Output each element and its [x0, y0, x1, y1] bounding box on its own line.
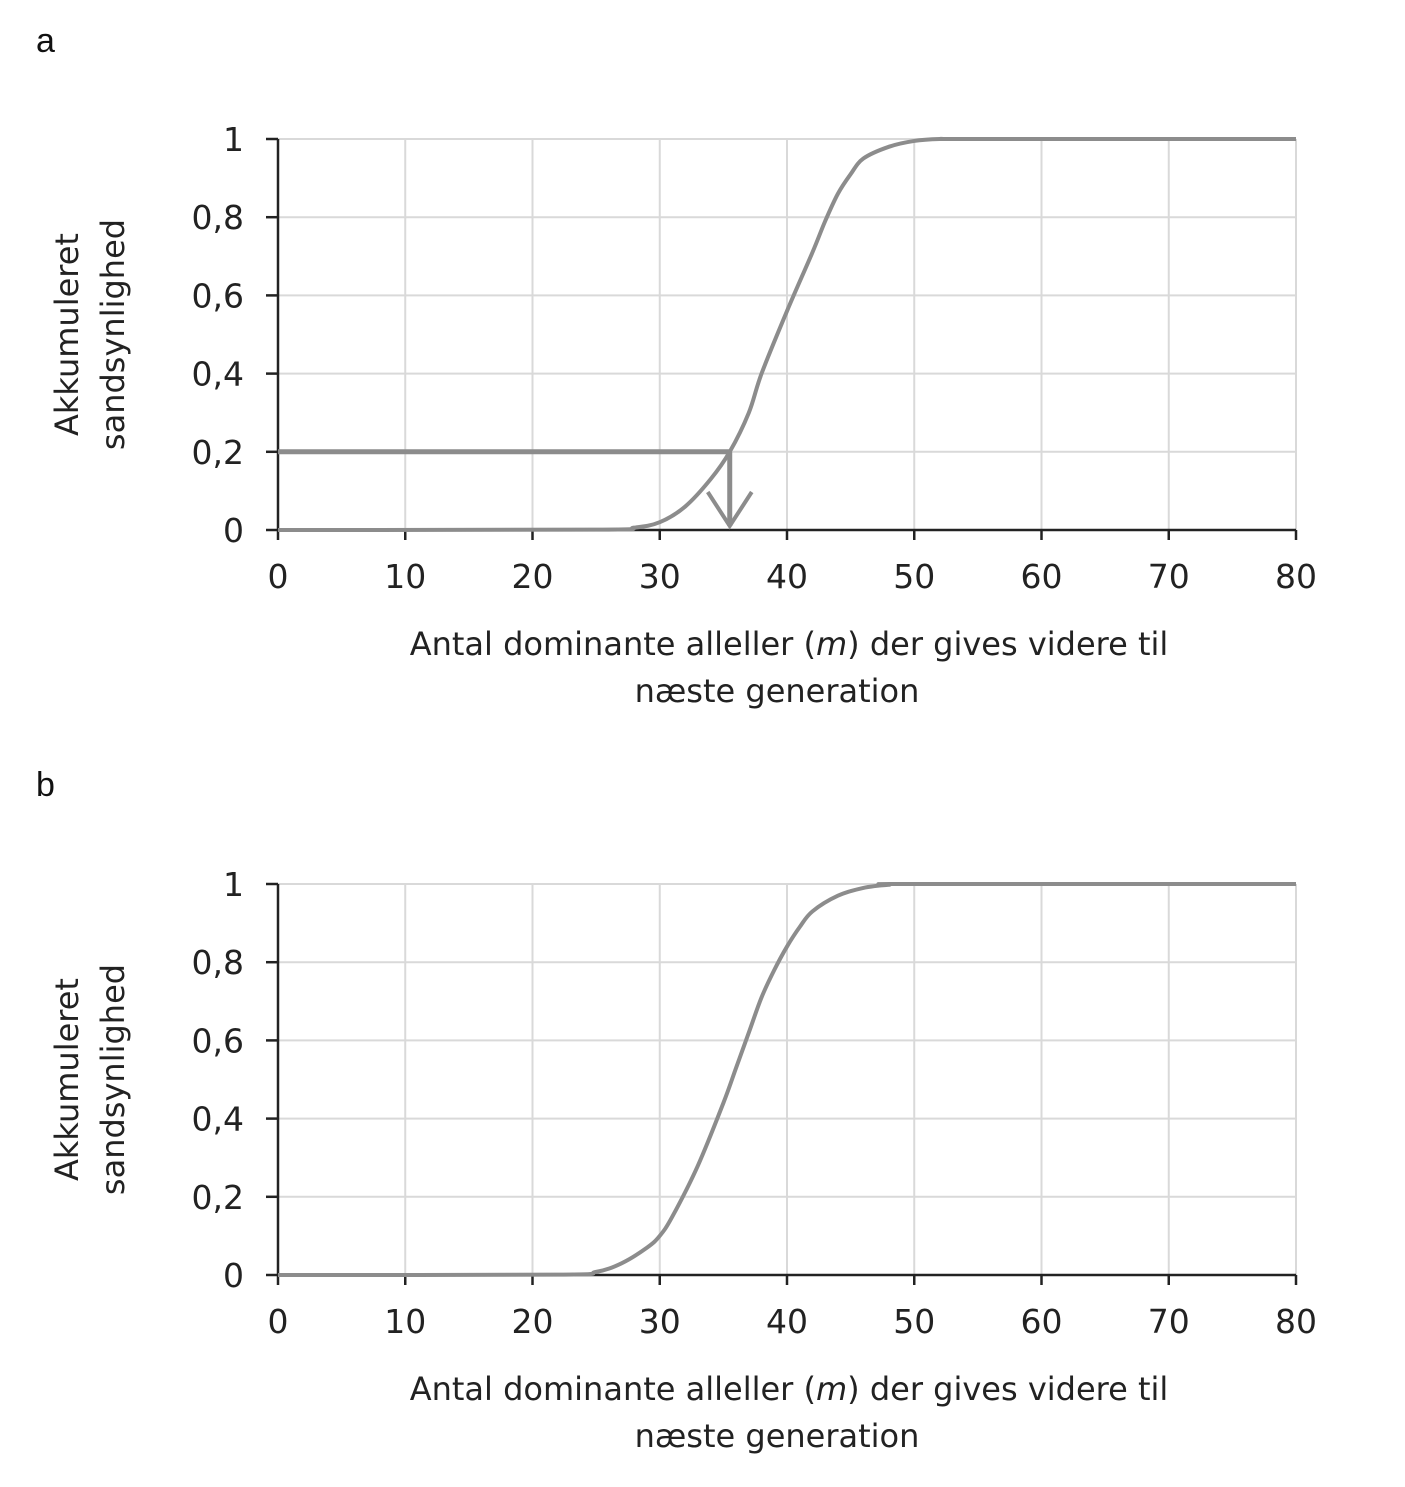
x-axis-label-post: ) der gives videre til: [847, 625, 1168, 663]
x-tick-label: 30: [639, 557, 681, 596]
x-tick-label: 80: [1275, 1302, 1317, 1341]
x-axis-label-pre: Antal dominante alleller (: [410, 1370, 816, 1408]
x-tick-label: 40: [766, 557, 808, 596]
x-tick-label: 70: [1148, 1302, 1190, 1341]
x-axis-label: Antal dominante alleller (m) der gives v…: [410, 625, 1169, 663]
x-axis-label: Antal dominante alleller (m) der gives v…: [410, 1370, 1169, 1408]
x-tick-label: 50: [893, 557, 935, 596]
y-tick-label: 0,4: [192, 355, 244, 394]
y-axis-label-line2: sandsynlighed: [94, 964, 132, 1195]
x-tick-label: 60: [1021, 1302, 1063, 1341]
y-axis-label-line2: sandsynlighed: [94, 219, 132, 450]
series-line-cumulative: [277, 881, 1297, 1277]
y-tick-label: 0: [223, 511, 244, 550]
chart-b: 0 10 20 30 40 50 60 70 80 0 0,2 0,4 0,6 0,8 1 Antal dom…: [48, 865, 1317, 1455]
x-tick-label: 20: [512, 557, 554, 596]
y-tick-label: 0,6: [192, 1021, 244, 1060]
x-tick-label: 40: [766, 1302, 808, 1341]
x-axis-label-post: ) der gives videre til: [847, 1370, 1168, 1408]
panel-label-a: a: [36, 22, 55, 60]
arrow-down-icon: [706, 490, 754, 530]
y-tick-label: 1: [223, 120, 244, 159]
x-axis-label-pre: Antal dominante alleller (: [410, 625, 816, 663]
x-tick-label: 60: [1021, 557, 1063, 596]
x-tick-label: 10: [384, 557, 426, 596]
y-tick-label: 0,8: [192, 943, 244, 982]
y-tick-label: 0: [223, 1256, 244, 1295]
y-tick-label: 0,2: [192, 433, 244, 472]
series-line-cumulative: [277, 136, 1296, 532]
chart-a: 0 10 20 30 40 50 60 70 80 0 0,2 0,4 0,6 0,8 1 Antal dom…: [48, 120, 1317, 710]
x-tick-label: 30: [639, 1302, 681, 1341]
y-tick-label: 0,6: [192, 276, 244, 315]
y-axis-label-line1: Akkumuleret: [48, 978, 86, 1181]
x-tick-label: 80: [1275, 557, 1317, 596]
x-axis-label-var: m: [816, 625, 847, 663]
y-axis-label-line1: Akkumuleret: [48, 233, 86, 436]
x-tick-label: 70: [1148, 557, 1190, 596]
panel-label-b: b: [36, 766, 55, 804]
x-axis-label-var: m: [816, 1370, 847, 1408]
y-tick-label: 0,4: [192, 1100, 244, 1139]
y-tick-label: 1: [223, 865, 244, 904]
x-tick-label: 0: [268, 1302, 289, 1341]
y-tick-label: 0,8: [192, 198, 244, 237]
y-tick-label: 0,2: [192, 1178, 244, 1217]
x-axis-label-line2: næste generation: [635, 672, 920, 710]
x-tick-label: 50: [893, 1302, 935, 1341]
x-tick-label: 20: [512, 1302, 554, 1341]
x-axis-label-line2: næste generation: [635, 1417, 920, 1455]
x-tick-label: 0: [268, 557, 289, 596]
x-tick-label: 10: [384, 1302, 426, 1341]
